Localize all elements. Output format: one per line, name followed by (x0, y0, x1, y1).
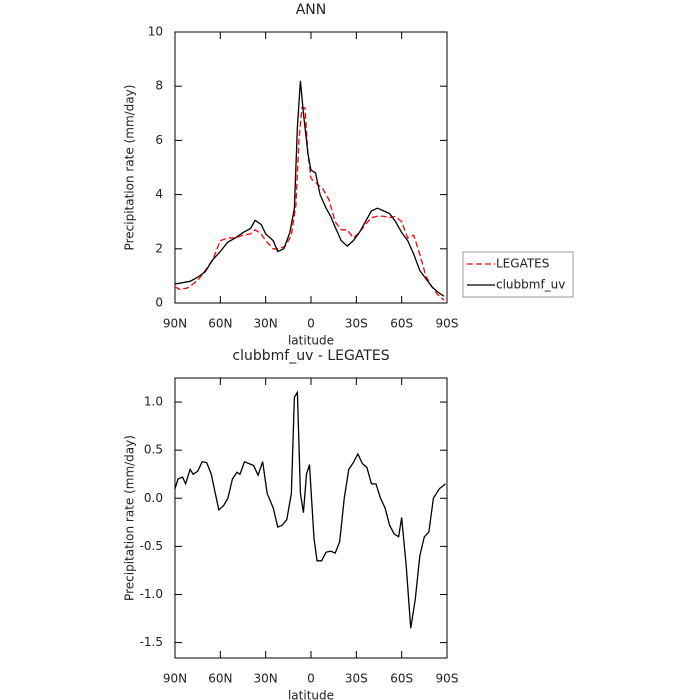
x-tick-label: 30N (254, 672, 278, 686)
x-tick-label: 60S (390, 317, 413, 331)
x-tick-label: 0 (307, 672, 315, 686)
y-tick-label: -1.0 (140, 587, 163, 601)
y-tick-label: 6 (155, 133, 163, 147)
y-tick-label: 0.0 (144, 491, 163, 505)
y-tick-label: 1.0 (144, 395, 163, 409)
y-tick-label: 10 (148, 25, 163, 39)
x-tick-label: 30S (345, 672, 368, 686)
chart-title: ANN (296, 2, 327, 18)
x-tick-label: 90S (436, 317, 459, 331)
x-axis-label: latitude (288, 334, 334, 348)
data-line (174, 80, 445, 297)
y-tick-label: 4 (155, 187, 163, 201)
data-line (174, 107, 445, 301)
x-tick-label: 60S (390, 672, 413, 686)
plot-frame (174, 377, 448, 659)
y-tick-label: 0.5 (144, 443, 163, 457)
legend-label: clubbmf_uv (496, 278, 565, 292)
x-tick-label: 30N (254, 317, 278, 331)
x-tick-label: 0 (307, 317, 315, 331)
legend-box (462, 251, 574, 298)
y-tick-label: 8 (155, 79, 163, 93)
chart-title: clubbmf_uv - LEGATES (232, 348, 389, 364)
legend-label: LEGATES (496, 257, 549, 271)
x-tick-label: 90S (436, 672, 459, 686)
y-tick-label: -1.5 (140, 635, 163, 649)
x-axis-label: latitude (288, 689, 334, 700)
x-tick-label: 30S (345, 317, 368, 331)
y-axis-label: Precipitation rate (mm/day) (123, 435, 137, 601)
y-axis-label: Precipitation rate (mm/day) (123, 85, 137, 251)
x-tick-label: 60N (208, 317, 232, 331)
data-line (174, 390, 446, 629)
y-tick-label: 0 (155, 296, 163, 310)
x-tick-label: 90N (163, 672, 187, 686)
y-tick-label: -0.5 (140, 539, 163, 553)
x-tick-label: 60N (208, 672, 232, 686)
y-tick-label: 2 (155, 241, 163, 255)
x-tick-label: 90N (163, 317, 187, 331)
